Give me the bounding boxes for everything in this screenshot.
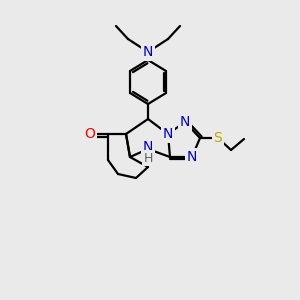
Text: O: O — [85, 127, 95, 141]
Text: N: N — [163, 127, 173, 141]
Text: S: S — [214, 131, 222, 145]
Text: H: H — [143, 152, 153, 164]
Text: N: N — [187, 150, 197, 164]
Text: N: N — [143, 45, 153, 59]
Text: N: N — [180, 115, 190, 129]
Text: N: N — [143, 140, 153, 154]
